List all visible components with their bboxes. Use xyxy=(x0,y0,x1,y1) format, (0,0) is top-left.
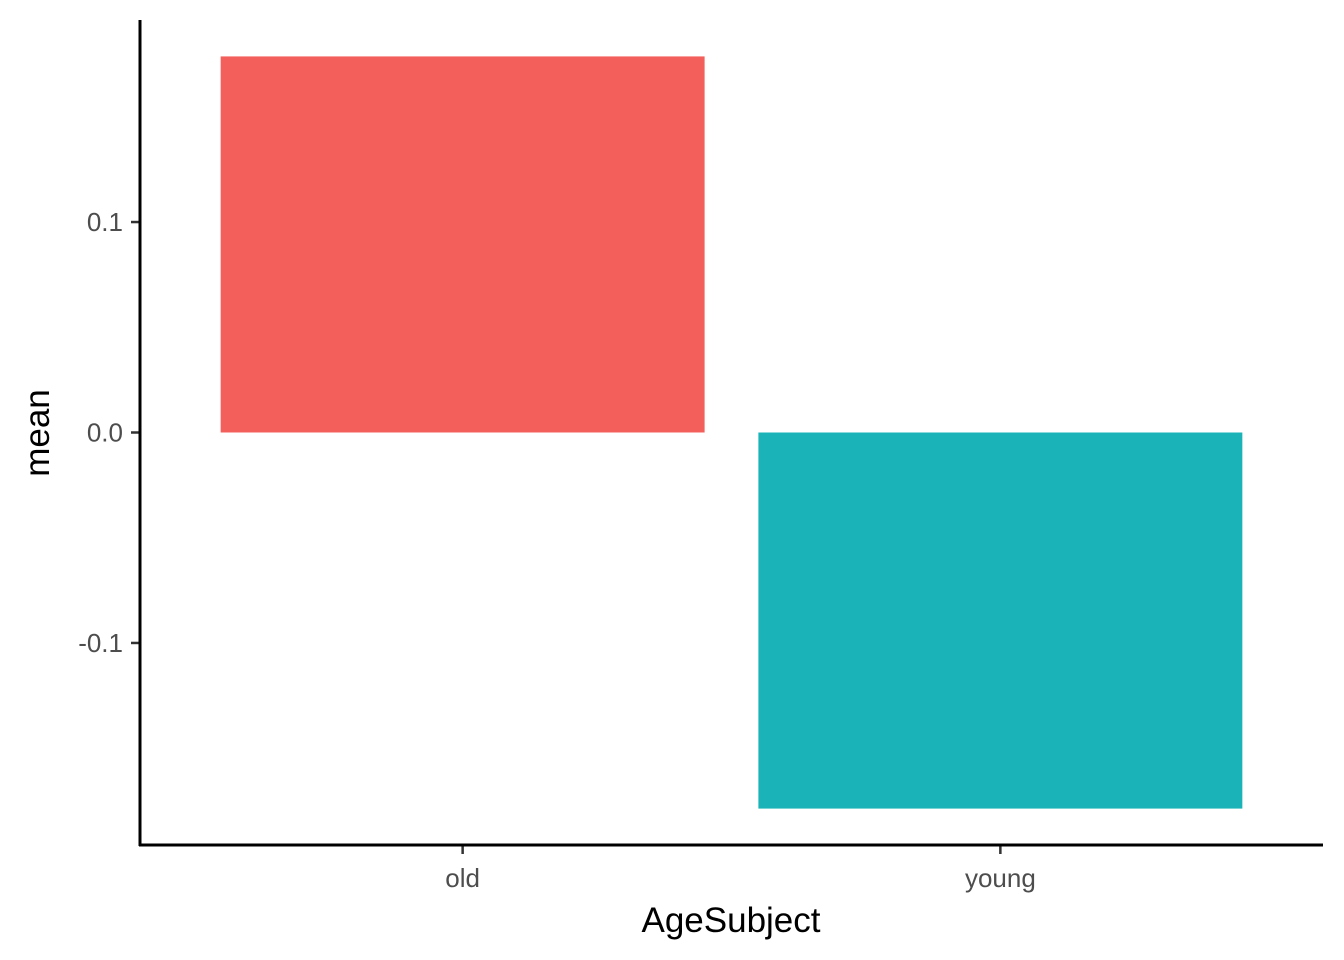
x-axis-ticks: old young xyxy=(445,845,1036,893)
y-axis-title: mean xyxy=(18,389,57,477)
x-tick-label-young: young xyxy=(965,863,1036,893)
bars-group xyxy=(220,56,1243,809)
y-tick-label: 0.1 xyxy=(87,207,123,237)
y-axis-ticks: -0.1 0.0 0.1 xyxy=(78,207,140,658)
y-tick-label: -0.1 xyxy=(78,628,123,658)
x-axis-title: AgeSubject xyxy=(641,901,820,940)
x-tick-label-old: old xyxy=(445,863,480,893)
y-tick-label: 0.0 xyxy=(87,418,123,448)
bar-young xyxy=(758,432,1243,809)
bar-old xyxy=(220,56,705,433)
